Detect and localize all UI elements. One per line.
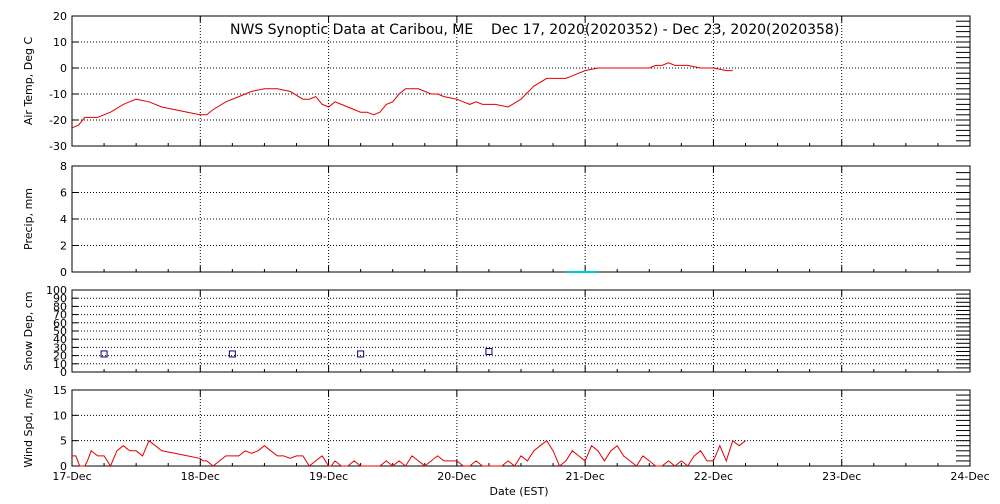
y-tick-label: 40 <box>53 333 67 346</box>
y-tick-label: 20 <box>53 350 67 363</box>
y-tick-label: -20 <box>49 114 67 127</box>
data-point-snow_depth <box>485 348 493 355</box>
y-tick-label: 50 <box>53 325 67 338</box>
x-tick-label: 19-Dec <box>309 470 348 483</box>
x-axis-label: Date (EST) <box>489 485 548 498</box>
y-axis-label-air_temp: Air Temp, Deg C <box>22 37 35 126</box>
plot-frame-wind_speed <box>71 389 971 467</box>
data-point-snow_depth <box>100 350 108 358</box>
x-tick-label: 21-Dec <box>566 470 605 483</box>
y-tick-label: 10 <box>53 358 67 371</box>
data-point-snow_depth <box>357 350 365 358</box>
y-tick-label: 5 <box>60 435 67 448</box>
series-line-air_temp <box>71 62 733 129</box>
x-tick-label: 22-Dec <box>694 470 733 483</box>
y-tick-label: 100 <box>46 284 67 297</box>
y-tick-label: 0 <box>60 266 67 279</box>
plot-frame-precip <box>71 165 971 273</box>
y-tick-label: -10 <box>49 88 67 101</box>
y-tick-label: 20 <box>53 10 67 23</box>
y-tick-label: 0 <box>60 460 67 473</box>
y-tick-label: 70 <box>53 309 67 322</box>
y-tick-label: 30 <box>53 341 67 354</box>
series-line-wind_speed <box>72 439 746 468</box>
y-axis-label-snow_depth: Snow Dep, cm <box>22 291 35 370</box>
x-tick-label: 20-Dec <box>437 470 476 483</box>
x-tick-label: 18-Dec <box>181 470 220 483</box>
y-tick-label: 0 <box>60 62 67 75</box>
plot-frame-snow_depth <box>71 289 971 373</box>
y-tick-label: 60 <box>53 317 67 330</box>
y-tick-label: 6 <box>60 187 67 200</box>
y-axis-label-precip: Precip, mm <box>22 188 35 250</box>
y-tick-label: 80 <box>53 300 67 313</box>
x-tick-label: 17-Dec <box>52 470 91 483</box>
x-tick-label: 24-Dec <box>950 470 989 483</box>
data-point-snow_depth <box>228 350 236 358</box>
y-tick-label: 4 <box>60 213 67 226</box>
y-tick-label: 0 <box>60 366 67 379</box>
y-tick-label: 10 <box>53 36 67 49</box>
y-tick-label: 8 <box>60 160 67 173</box>
y-tick-label: 90 <box>53 292 67 305</box>
y-tick-label: 2 <box>60 240 67 253</box>
y-tick-label: 10 <box>53 409 67 422</box>
y-tick-label: -30 <box>49 140 67 153</box>
y-tick-label: 15 <box>53 384 67 397</box>
chart-title: NWS Synoptic Data at Caribou, ME Dec 17,… <box>230 22 840 38</box>
x-tick-label: 23-Dec <box>822 470 861 483</box>
y-axis-label-wind_speed: Wind Spd, m/s <box>22 388 35 468</box>
